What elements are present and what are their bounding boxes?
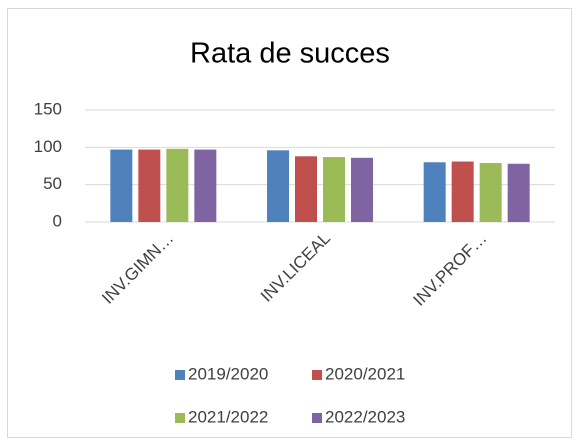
- legend-swatch: [312, 370, 322, 380]
- legend-swatch: [175, 370, 185, 380]
- chart-border: [7, 8, 572, 438]
- bar: [110, 149, 133, 222]
- bar: [451, 161, 474, 222]
- legend-label: 2022/2023: [325, 407, 405, 426]
- bar: [323, 157, 345, 222]
- bar: [295, 156, 317, 222]
- chart-title: Rata de succes: [190, 38, 390, 70]
- bar: [507, 163, 530, 222]
- bar: [267, 150, 289, 222]
- bar: [194, 149, 217, 222]
- legend-label: 2021/2022: [188, 407, 268, 426]
- y-tick-label: 150: [34, 99, 62, 118]
- bar: [351, 157, 373, 222]
- bar: [423, 162, 446, 222]
- bar: [479, 163, 502, 222]
- legend-label: 2020/2021: [325, 364, 405, 383]
- legend-swatch: [312, 413, 322, 423]
- y-tick-label: 100: [34, 137, 62, 156]
- legend-swatch: [175, 413, 185, 423]
- y-tick-label: 50: [43, 174, 62, 193]
- legend-label: 2019/2020: [188, 364, 268, 383]
- bar: [138, 149, 161, 222]
- y-tick-label: 0: [53, 211, 62, 230]
- bar: [166, 148, 189, 222]
